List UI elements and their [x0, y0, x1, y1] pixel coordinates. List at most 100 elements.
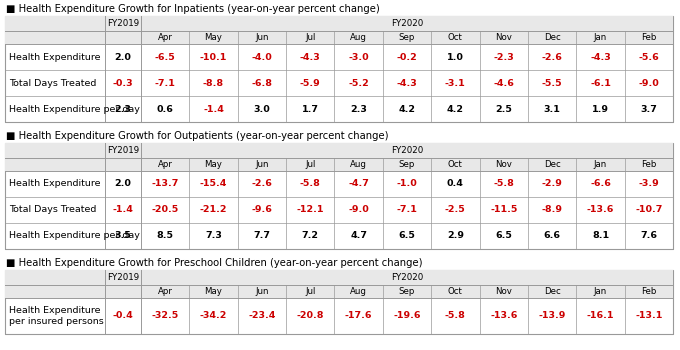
- Text: -5.2: -5.2: [348, 78, 369, 88]
- Text: 1.0: 1.0: [447, 52, 464, 62]
- Text: Aug: Aug: [350, 287, 367, 296]
- Text: -9.6: -9.6: [252, 205, 273, 215]
- Text: Dec: Dec: [544, 287, 560, 296]
- Text: -8.9: -8.9: [541, 205, 562, 215]
- Text: -0.4: -0.4: [113, 312, 133, 321]
- Text: Dec: Dec: [544, 160, 560, 169]
- Text: -5.5: -5.5: [542, 78, 562, 88]
- Text: -4.7: -4.7: [348, 180, 369, 189]
- Text: Oct: Oct: [448, 287, 463, 296]
- Text: -4.6: -4.6: [493, 78, 514, 88]
- Text: -13.9: -13.9: [539, 312, 566, 321]
- Text: -9.0: -9.0: [348, 205, 369, 215]
- Text: Total Days Treated: Total Days Treated: [9, 78, 97, 88]
- Text: Nov: Nov: [495, 287, 512, 296]
- Text: -13.7: -13.7: [152, 180, 179, 189]
- Text: May: May: [205, 160, 222, 169]
- Text: -20.8: -20.8: [296, 312, 324, 321]
- Text: 7.3: 7.3: [205, 231, 222, 240]
- Text: Sep: Sep: [398, 33, 415, 42]
- Text: 7.6: 7.6: [641, 231, 658, 240]
- Text: FY2019: FY2019: [107, 146, 139, 155]
- Text: -1.4: -1.4: [113, 205, 133, 215]
- Bar: [5, 16, 673, 44]
- Text: 3.1: 3.1: [543, 105, 560, 113]
- Text: FY2019: FY2019: [107, 19, 139, 28]
- Text: FY2020: FY2020: [391, 146, 423, 155]
- Text: Jun: Jun: [255, 33, 269, 42]
- Text: -3.1: -3.1: [445, 78, 466, 88]
- Text: Aug: Aug: [350, 33, 367, 42]
- Text: Sep: Sep: [398, 287, 415, 296]
- Text: Oct: Oct: [448, 160, 463, 169]
- Text: 2.3: 2.3: [114, 105, 131, 113]
- Text: -15.4: -15.4: [200, 180, 227, 189]
- Bar: [5, 270, 673, 298]
- Text: Jan: Jan: [594, 287, 607, 296]
- Text: Jun: Jun: [255, 160, 269, 169]
- Text: Health Expenditure: Health Expenditure: [9, 180, 101, 189]
- Text: ■ Health Expenditure Growth for Outpatients (year-on-year percent change): ■ Health Expenditure Growth for Outpatie…: [6, 131, 388, 141]
- Text: -7.1: -7.1: [396, 205, 418, 215]
- Text: 6.5: 6.5: [398, 231, 415, 240]
- Text: -5.6: -5.6: [639, 52, 659, 62]
- Text: -5.9: -5.9: [300, 78, 321, 88]
- Text: Health Expenditure per day: Health Expenditure per day: [9, 231, 140, 240]
- Text: -2.5: -2.5: [445, 205, 466, 215]
- Text: Health Expenditure per day: Health Expenditure per day: [9, 105, 140, 113]
- Text: Apr: Apr: [158, 160, 173, 169]
- Text: -4.3: -4.3: [396, 78, 418, 88]
- Text: -13.6: -13.6: [587, 205, 614, 215]
- Text: 2.5: 2.5: [495, 105, 512, 113]
- Text: 2.9: 2.9: [447, 231, 464, 240]
- Text: 3.7: 3.7: [641, 105, 658, 113]
- Text: -1.0: -1.0: [396, 180, 418, 189]
- Text: -2.3: -2.3: [494, 52, 514, 62]
- Text: -10.1: -10.1: [200, 52, 227, 62]
- Text: 4.2: 4.2: [398, 105, 415, 113]
- Text: -6.6: -6.6: [590, 180, 611, 189]
- Bar: [5, 16, 673, 122]
- Text: 7.2: 7.2: [302, 231, 319, 240]
- Text: -8.8: -8.8: [203, 78, 224, 88]
- Text: Nov: Nov: [495, 33, 512, 42]
- Text: -6.5: -6.5: [155, 52, 175, 62]
- Text: ■ Health Expenditure Growth for Inpatients (year-on-year percent change): ■ Health Expenditure Growth for Inpatien…: [6, 4, 379, 14]
- Text: -17.6: -17.6: [345, 312, 373, 321]
- Text: -5.8: -5.8: [493, 180, 514, 189]
- Text: May: May: [205, 33, 222, 42]
- Text: Oct: Oct: [448, 33, 463, 42]
- Text: 7.7: 7.7: [254, 231, 271, 240]
- Text: -34.2: -34.2: [200, 312, 227, 321]
- Text: -2.9: -2.9: [542, 180, 562, 189]
- Text: -4.0: -4.0: [252, 52, 272, 62]
- Text: Nov: Nov: [495, 160, 512, 169]
- Text: -6.1: -6.1: [590, 78, 611, 88]
- Text: FY2020: FY2020: [391, 19, 423, 28]
- Text: -1.4: -1.4: [203, 105, 224, 113]
- Text: -16.1: -16.1: [587, 312, 614, 321]
- Text: 3.5: 3.5: [115, 231, 131, 240]
- Text: 0.6: 0.6: [157, 105, 173, 113]
- Text: -10.7: -10.7: [635, 205, 662, 215]
- Text: -4.3: -4.3: [300, 52, 321, 62]
- Text: Apr: Apr: [158, 33, 173, 42]
- Text: -19.6: -19.6: [393, 312, 421, 321]
- Text: -3.0: -3.0: [348, 52, 369, 62]
- Text: FY2020: FY2020: [391, 273, 423, 282]
- Text: 4.2: 4.2: [447, 105, 464, 113]
- Text: -7.1: -7.1: [155, 78, 175, 88]
- Text: -6.8: -6.8: [252, 78, 273, 88]
- Text: Jun: Jun: [255, 287, 269, 296]
- Text: Jan: Jan: [594, 160, 607, 169]
- Text: 8.1: 8.1: [592, 231, 609, 240]
- Text: Total Days Treated: Total Days Treated: [9, 205, 97, 215]
- Text: Apr: Apr: [158, 287, 173, 296]
- Text: -2.6: -2.6: [252, 180, 273, 189]
- Text: -20.5: -20.5: [152, 205, 179, 215]
- Text: -12.1: -12.1: [296, 205, 324, 215]
- Text: Sep: Sep: [398, 160, 415, 169]
- Text: Health Expenditure: Health Expenditure: [9, 52, 101, 62]
- Text: 2.0: 2.0: [114, 52, 131, 62]
- Text: -2.6: -2.6: [542, 52, 562, 62]
